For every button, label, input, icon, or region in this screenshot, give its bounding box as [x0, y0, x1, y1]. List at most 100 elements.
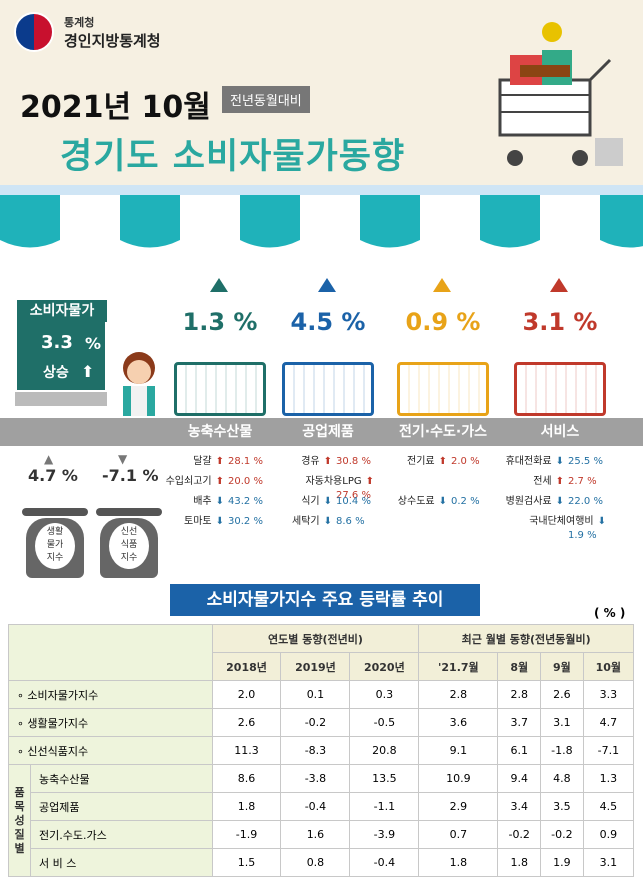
item-row: 병원검사료 ⬇ 22.0 %: [500, 495, 610, 509]
table-cell: 1.6: [280, 820, 351, 849]
awning-stripe: [300, 195, 360, 248]
table-cell: 0.9: [582, 820, 635, 849]
item-name: 상수도료: [397, 496, 435, 507]
table-cell: 1.8: [497, 848, 542, 877]
table-cell: 4.7: [582, 708, 635, 737]
table-row: 전기.수도.가스 -1.9 1.6 -3.9 0.7 -0.2 -0.2 0.9: [9, 820, 635, 849]
period-title: 2021년 10월: [20, 90, 211, 125]
group-yearly: 연도별 동향(전년비): [211, 624, 420, 653]
awning-stripe: [0, 195, 60, 248]
item-pct: 0.2 %: [451, 496, 480, 507]
table-cell: -7.1: [582, 736, 635, 765]
scale-label: 생활 물가 지수: [35, 523, 75, 569]
column-header: 2020년: [349, 652, 420, 681]
row-label: 전기.수도.가스: [30, 820, 213, 849]
up-arrow-icon: ⬆: [81, 362, 95, 381]
item-name: 달걀: [193, 456, 212, 467]
up-arrow-icon: [433, 278, 451, 292]
basket-icon: [282, 362, 374, 416]
table-row: ∘ 생활물가지수 2.6 -0.2 -0.5 3.6 3.7 3.1 4.7: [8, 708, 635, 737]
item-row: 전기료 ⬆ 2.0 %: [383, 455, 493, 469]
scale-tray: [22, 508, 88, 516]
awning-stripe: [540, 195, 600, 248]
table-cell: 3.7: [497, 708, 542, 737]
item-pct: 30.8 %: [336, 456, 371, 467]
table-cell: 9.1: [418, 736, 499, 765]
awning-stripe: [180, 195, 240, 248]
cpi-label: 소비자물가: [17, 300, 107, 322]
table-cell: 2.9: [418, 792, 499, 821]
item-pct: 20.0 %: [228, 476, 263, 487]
shopkeeper-icon: [123, 352, 155, 416]
table-cell: -1.1: [349, 792, 420, 821]
category-name: 전기·수도·가스: [399, 424, 487, 440]
row-label: 서 비 스: [30, 848, 213, 877]
item-name: 국내단체여행비: [529, 516, 594, 527]
up-arrow-icon: [550, 278, 568, 292]
item-name: 토마토: [184, 516, 212, 527]
item-pct: 2.0 %: [451, 456, 480, 467]
cpi-value: 3.3: [41, 332, 73, 353]
item-pct: 27.6 %: [336, 490, 371, 501]
table-cell: 3.1: [582, 848, 635, 877]
table-cell: 3.4: [497, 792, 542, 821]
table-cell: 1.8: [418, 848, 499, 877]
item-row: 수입쇠고기 ⬆ 20.0 %: [160, 475, 270, 489]
awning-stripe: [60, 195, 120, 248]
category-pct: 4.5 %: [290, 308, 366, 336]
row-label: ∘ 소비자물가지수: [8, 680, 213, 709]
awning-stripe: [420, 195, 480, 248]
table-cell: 9.4: [497, 764, 542, 793]
item-name: 전기료: [407, 456, 435, 467]
category-pct: 0.9 %: [405, 308, 481, 336]
table-cell: 0.7: [418, 820, 499, 849]
column-header: 8월: [497, 652, 542, 681]
table-cell: 11.3: [211, 736, 282, 765]
table-cell: 3.3: [582, 680, 635, 709]
table-cell: 4.5: [582, 792, 635, 821]
table-cell: 2.0: [211, 680, 282, 709]
up-arrow-icon: ▲: [44, 452, 54, 466]
table-cell: -0.5: [349, 708, 420, 737]
item-pct: 1.9 %: [568, 530, 597, 541]
scale-tray: [96, 508, 162, 516]
item-row: 배추 ⬇ 43.2 %: [160, 495, 270, 509]
store-awning: [0, 185, 643, 248]
item-row: 토마토 ⬇ 30.2 %: [160, 515, 270, 529]
item-pct: 25.5 %: [568, 456, 603, 467]
item-row: 식기 ⬇ 10.4 %: [268, 495, 378, 509]
item-pct: 30.2 %: [228, 516, 263, 527]
column-header: 2019년: [280, 652, 351, 681]
item-pct: 28.1 %: [228, 456, 263, 467]
item-row: 상수도료 ⬇ 0.2 %: [383, 495, 493, 509]
table-row: 품 목 성 질 별 농축수산물 8.6 -3.8 13.5 10.9 9.4 4.8 1.3: [8, 764, 635, 877]
row-label: ∘ 생활물가지수: [8, 708, 213, 737]
up-arrow-icon: ⬆: [555, 476, 564, 487]
table-cell: 0.8: [280, 848, 351, 877]
table-row: ∘ 소비자물가지수 2.0 0.1 0.3 2.8 2.8 2.6 3.3: [8, 680, 635, 709]
item-name: 세탁기: [292, 516, 320, 527]
down-arrow-icon: ⬇: [215, 516, 224, 527]
item-pct: 2.7 %: [568, 476, 597, 487]
scale-pct: -7.1 %: [102, 466, 159, 485]
basket-icon: [397, 362, 489, 416]
basket-icon: [514, 362, 606, 416]
item-name: 경유: [301, 456, 320, 467]
down-arrow-icon: ⬇: [438, 496, 447, 507]
board-stand: [15, 392, 107, 406]
item-name: 전세: [533, 476, 552, 487]
up-arrow-icon: ⬆: [215, 476, 224, 487]
table-cell: 8.6: [211, 764, 282, 793]
item-row: 전세 ⬆ 2.7 %: [500, 475, 610, 489]
table-cell: -0.4: [280, 792, 351, 821]
row-label: ∘ 신선식품지수: [8, 736, 213, 765]
table-cell: 3.1: [540, 708, 584, 737]
down-arrow-icon: ⬇: [215, 496, 224, 507]
table-cell: 2.6: [540, 680, 584, 709]
scale-label: 신선 식품 지수: [109, 523, 149, 569]
category-name: 공업제품: [302, 424, 354, 440]
table-corner: [8, 624, 213, 681]
comparison-badge: 전년동월대비: [222, 86, 310, 113]
item-name: 병원검사료: [505, 496, 552, 507]
